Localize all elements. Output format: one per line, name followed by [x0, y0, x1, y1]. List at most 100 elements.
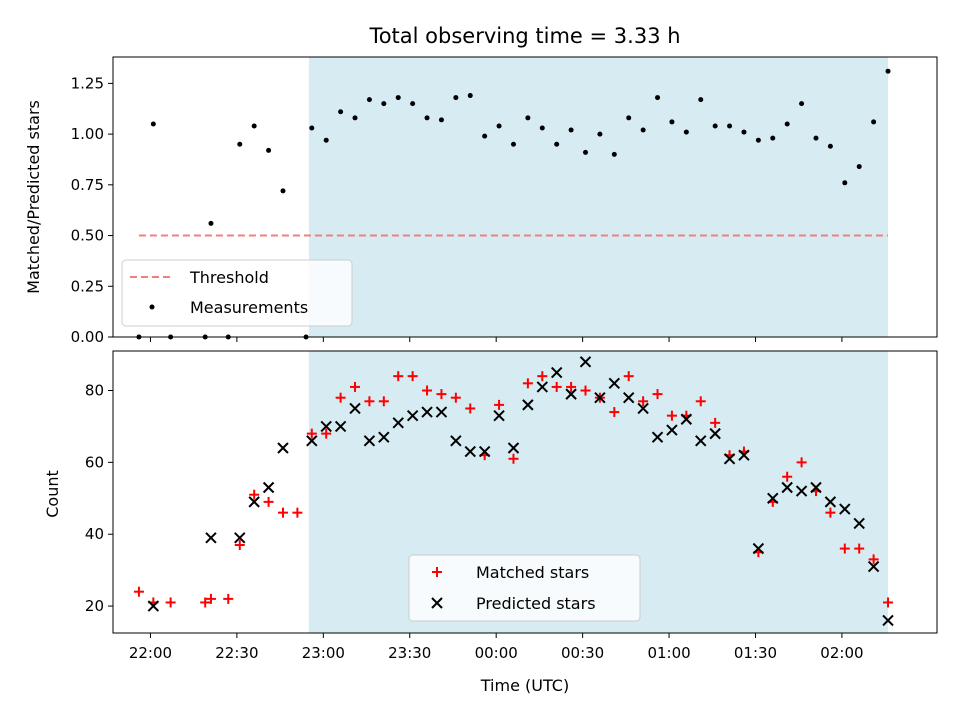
measurement-point	[669, 119, 675, 125]
predicted-point	[882, 614, 894, 627]
predicted-point	[392, 417, 404, 429]
matched-point	[580, 385, 591, 396]
measurements-legend-label: Measurements	[190, 298, 308, 317]
measurement-point	[453, 95, 459, 101]
predicted-point	[493, 409, 505, 422]
top-legend-box	[121, 259, 353, 327]
matched-point	[378, 396, 389, 407]
top-y-tick-label: 1.00	[71, 125, 104, 143]
predicted-point	[550, 366, 563, 379]
predicted-point	[810, 481, 822, 494]
matched-point	[234, 539, 245, 550]
measurement-point	[611, 151, 617, 157]
predicted-point	[234, 532, 246, 544]
matched-point	[364, 396, 375, 407]
measurement-point	[554, 141, 560, 147]
predicted-point	[478, 445, 491, 458]
predicted-point	[695, 435, 707, 447]
matched-point	[465, 403, 476, 414]
predicted-point	[378, 431, 390, 443]
measurement-point	[626, 115, 632, 121]
matched-point	[263, 496, 274, 507]
top-observing-window	[308, 57, 889, 337]
measurement-point	[280, 188, 286, 194]
predicted-point	[824, 496, 837, 508]
measurement-point	[784, 121, 790, 127]
measurement-point	[813, 135, 819, 141]
measurement-point	[510, 141, 516, 147]
matched-point	[854, 543, 865, 554]
matched-point	[249, 489, 260, 500]
measurement-point	[597, 131, 603, 137]
predicted-point	[450, 435, 462, 447]
predicted-point	[651, 431, 664, 443]
measurements-legend-marker	[149, 304, 155, 310]
measurement-point	[885, 68, 891, 74]
measurement-point	[770, 135, 776, 141]
measurement-point	[237, 141, 243, 147]
matched-point	[407, 371, 418, 382]
matched-point	[868, 554, 879, 565]
x-tick-label: 22:30	[215, 644, 258, 662]
matched-point	[508, 453, 519, 464]
predicted-point	[579, 356, 592, 368]
bottom-legend-box	[408, 554, 641, 622]
matched-point	[422, 385, 433, 396]
measurement-point	[683, 129, 689, 135]
predicted-point	[522, 399, 534, 411]
x-tick-label: 22:00	[129, 644, 172, 662]
top-y-tick-label: 0.25	[71, 277, 104, 295]
x-tick-label: 02:00	[820, 644, 863, 662]
matched-point	[666, 410, 677, 421]
predicted-point	[248, 496, 260, 508]
predicted-legend-label: Predicted stars	[476, 594, 596, 613]
predicted-point	[421, 406, 433, 418]
measurement-point	[266, 147, 272, 153]
predicted-point	[277, 442, 289, 454]
measurement-point	[871, 119, 877, 125]
matched-point	[321, 428, 332, 439]
predicted-point	[795, 485, 808, 497]
measurement-point	[309, 125, 315, 131]
measurement-point	[381, 101, 387, 107]
predicted-point	[839, 503, 851, 515]
predicted-point	[435, 406, 448, 418]
matched-point	[695, 396, 706, 407]
chart-title: Total observing time = 3.33 h	[368, 24, 680, 48]
matched-point	[638, 396, 649, 407]
matched-point	[393, 371, 404, 382]
measurement-point	[583, 149, 589, 155]
matched-legend-label: Matched stars	[476, 563, 589, 582]
top-axes-frame	[112, 56, 938, 338]
matched-point	[623, 371, 634, 382]
predicted-point	[637, 402, 649, 415]
bottom-y-tick-label: 20	[85, 597, 104, 615]
matched-point	[609, 407, 620, 418]
ratio-panel: 0.00 0.25 0.50 0.75 1.00 1.25	[71, 56, 938, 346]
measurement-point	[727, 123, 733, 129]
predicted-point	[867, 560, 880, 573]
measurement-point	[366, 97, 372, 103]
predicted-point	[723, 453, 736, 465]
x-tick-label: 23:00	[302, 644, 345, 662]
predicted-point	[752, 542, 765, 555]
measurement-point	[338, 109, 344, 115]
measurement-point	[712, 123, 718, 129]
predicted-point	[608, 377, 621, 390]
top-y-tick-label: 1.25	[71, 74, 104, 92]
matched-point	[825, 507, 836, 518]
top-y-tick-label: 0.00	[71, 328, 104, 346]
matched-point	[522, 378, 533, 389]
measurement-point	[698, 97, 704, 103]
top-series-measurements	[136, 68, 891, 340]
bottom-y-tick-label: 40	[85, 525, 104, 543]
predicted-point	[738, 449, 750, 461]
top-y-axis-label: Matched/Predicted stars	[24, 100, 43, 294]
predicted-point	[666, 424, 678, 436]
measurement-point	[438, 117, 444, 123]
predicted-point	[406, 409, 419, 422]
matched-point	[710, 417, 721, 428]
top-legend: Threshold Measurements	[121, 259, 353, 327]
predicted-point	[147, 600, 160, 612]
matched-point	[335, 392, 346, 403]
